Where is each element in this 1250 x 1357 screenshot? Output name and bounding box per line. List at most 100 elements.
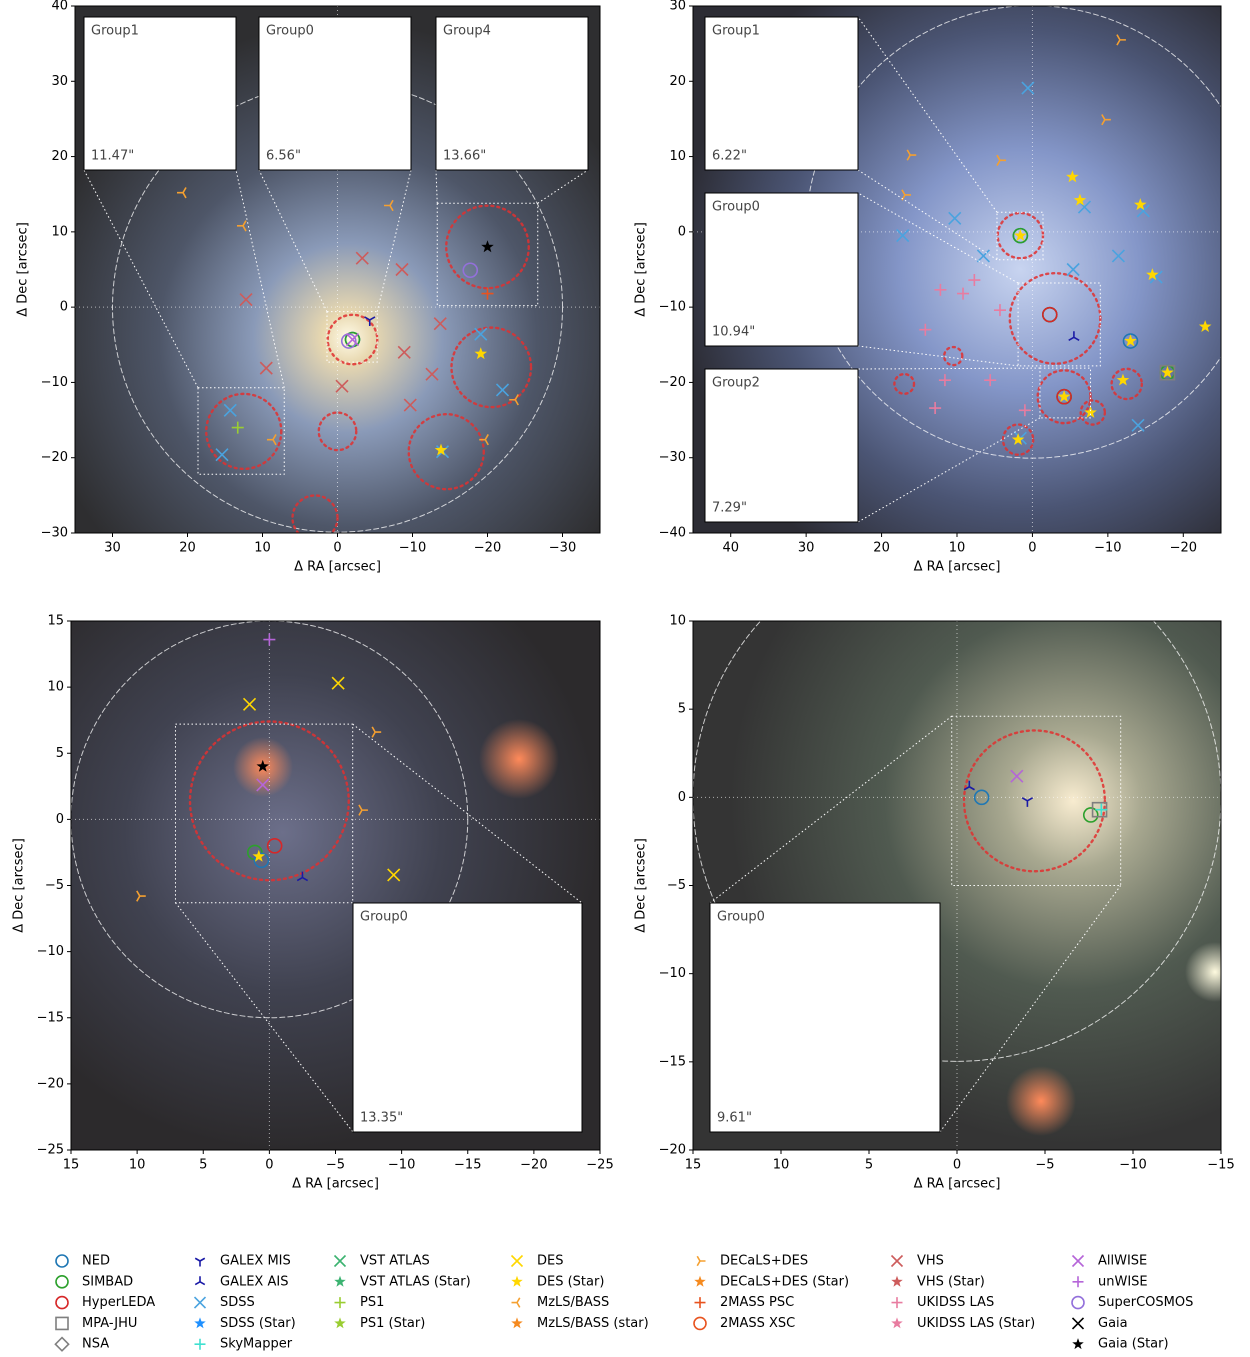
source-marker bbox=[976, 249, 990, 263]
legend-marker bbox=[55, 1295, 69, 1310]
legend-label: DES bbox=[537, 1254, 563, 1269]
source-marker bbox=[948, 211, 962, 225]
source-marker bbox=[263, 633, 276, 646]
x-tick-label: 15 bbox=[685, 1158, 702, 1173]
legend-marker bbox=[694, 1275, 706, 1287]
y-tick-label: −30 bbox=[659, 450, 686, 465]
legend-label: DES (Star) bbox=[537, 1274, 604, 1289]
y-tick-label: 0 bbox=[60, 300, 68, 315]
source-marker bbox=[1116, 373, 1130, 386]
source-marker bbox=[1014, 229, 1027, 241]
source-marker bbox=[896, 229, 910, 243]
source-marker bbox=[267, 434, 277, 446]
inset-scale: 6.22" bbox=[712, 149, 747, 164]
source-marker bbox=[984, 374, 997, 387]
source-marker bbox=[993, 304, 1006, 317]
y-tick-label: −10 bbox=[41, 375, 68, 390]
legend-label: SuperCOSMOS bbox=[1098, 1295, 1193, 1310]
legend-marker bbox=[194, 1317, 206, 1329]
x-tick-label: −30 bbox=[549, 541, 576, 556]
source-marker bbox=[247, 844, 263, 861]
group-circle bbox=[1079, 399, 1107, 426]
panel: Group1 6.22" Group0 10.94" Group2 7.29" 40 30 20… bbox=[634, 0, 1222, 575]
legend-label: GALEX AIS bbox=[220, 1274, 288, 1289]
y-tick-label: −20 bbox=[659, 1143, 686, 1158]
x-tick-label: 30 bbox=[798, 541, 815, 556]
zoom-line bbox=[352, 723, 583, 904]
source-marker bbox=[355, 251, 369, 265]
legend-label: VST ATLAS (Star) bbox=[360, 1274, 471, 1289]
x-tick-label: 40 bbox=[722, 541, 739, 556]
x-tick-label: 5 bbox=[865, 1158, 873, 1173]
legend-label: VST ATLAS bbox=[360, 1254, 430, 1269]
source-marker bbox=[1111, 249, 1125, 263]
source-marker bbox=[345, 332, 360, 347]
zoom-line bbox=[939, 885, 1122, 1133]
inset-label: Group0 bbox=[266, 24, 314, 39]
source-marker bbox=[938, 374, 951, 387]
inset bbox=[83, 16, 237, 171]
inset-label: Group1 bbox=[91, 24, 139, 39]
source-marker bbox=[929, 402, 942, 415]
source-marker bbox=[1161, 366, 1174, 378]
inset-scale: 9.61" bbox=[717, 1111, 752, 1126]
legend-marker bbox=[193, 1296, 207, 1309]
source-marker bbox=[371, 726, 382, 738]
source-marker bbox=[237, 220, 247, 232]
x-tick-label: 20 bbox=[873, 541, 890, 556]
source-marker bbox=[1101, 114, 1111, 126]
y-tick-label: 20 bbox=[51, 149, 68, 164]
inset bbox=[709, 902, 941, 1133]
legend-marker bbox=[891, 1275, 903, 1287]
source-marker bbox=[259, 361, 273, 375]
legend-label: DECaLS+DES (Star) bbox=[720, 1274, 849, 1289]
source-marker bbox=[1012, 227, 1029, 244]
search-circle bbox=[805, 6, 1221, 459]
group-box bbox=[1017, 282, 1101, 367]
group-box bbox=[951, 715, 1122, 886]
y-tick-label: −15 bbox=[659, 1054, 686, 1069]
source-marker bbox=[239, 293, 253, 307]
search-circle bbox=[71, 621, 469, 1019]
source-marker bbox=[1057, 390, 1071, 403]
legend-marker bbox=[334, 1275, 346, 1287]
y-tick-label: 10 bbox=[51, 224, 68, 239]
inset-scale: 6.56" bbox=[266, 149, 301, 164]
inset-label: Group2 bbox=[712, 376, 760, 391]
zoom-line bbox=[235, 169, 285, 388]
source-marker bbox=[1021, 797, 1034, 807]
source-marker bbox=[340, 333, 357, 349]
legend-label: MzLS/BASS (star) bbox=[537, 1316, 649, 1331]
source-marker bbox=[433, 317, 447, 331]
source-marker bbox=[1159, 364, 1176, 381]
y-axis-label: Δ Dec [arcsec] bbox=[634, 838, 649, 933]
source-marker bbox=[384, 199, 394, 212]
source-marker bbox=[1066, 262, 1080, 277]
plot-area bbox=[71, 621, 600, 1150]
legend-label: DECaLS+DES bbox=[720, 1254, 808, 1269]
legend-marker bbox=[891, 1297, 903, 1309]
source-marker bbox=[509, 394, 519, 406]
group-circle bbox=[326, 313, 379, 366]
y-tick-label: 30 bbox=[51, 74, 68, 89]
y-tick-label: −15 bbox=[37, 1010, 64, 1025]
source-marker bbox=[296, 871, 309, 882]
legend-marker bbox=[54, 1336, 70, 1352]
y-tick-label: −5 bbox=[45, 878, 64, 893]
zoom-line bbox=[857, 345, 1019, 367]
bright-source bbox=[1185, 942, 1221, 1002]
source-marker bbox=[387, 868, 401, 882]
inset-scale: 7.29" bbox=[712, 501, 747, 516]
legend-marker bbox=[55, 1316, 69, 1331]
y-tick-label: 0 bbox=[56, 812, 64, 827]
x-tick-label: 0 bbox=[333, 541, 341, 556]
x-tick-label: −5 bbox=[326, 1158, 345, 1173]
inset-label: Group1 bbox=[712, 24, 760, 39]
legend-label: UKIDSS LAS (Star) bbox=[917, 1316, 1035, 1331]
x-tick-label: 15 bbox=[63, 1158, 80, 1173]
legend-label: NED bbox=[82, 1254, 110, 1269]
source-marker bbox=[434, 443, 448, 456]
x-tick-label: −15 bbox=[1207, 1158, 1234, 1173]
source-marker bbox=[395, 262, 409, 277]
inset-label: Group4 bbox=[443, 24, 491, 39]
